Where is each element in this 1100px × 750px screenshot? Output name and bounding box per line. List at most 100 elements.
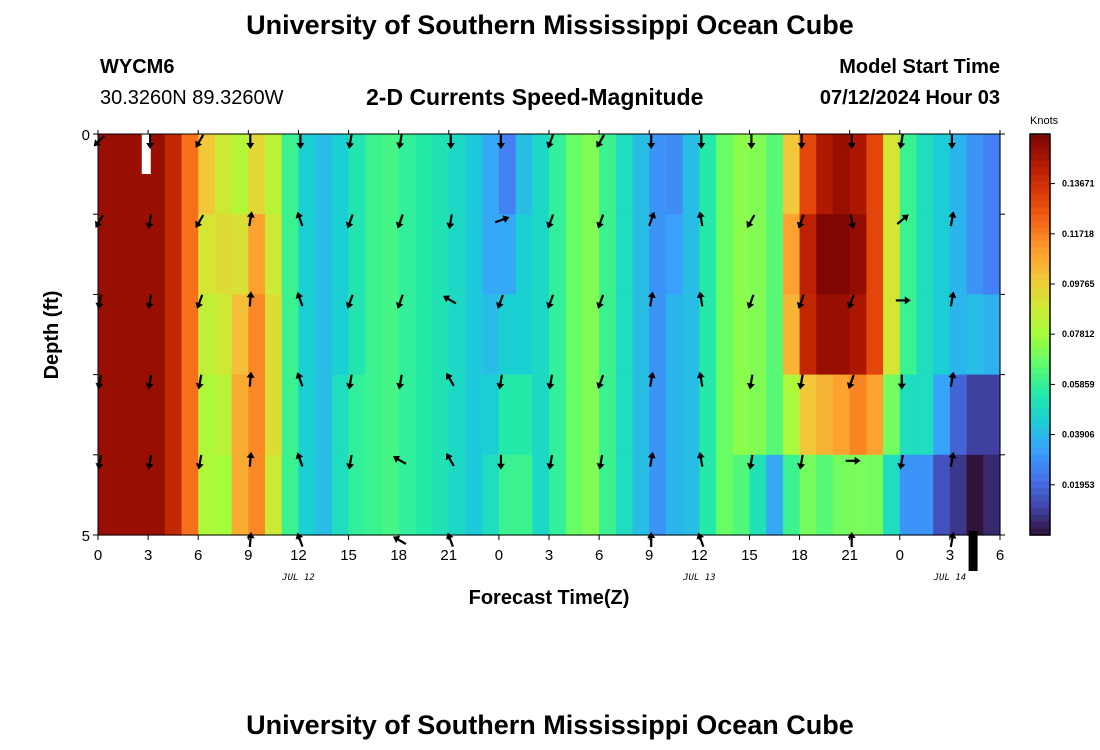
heatmap-cell [482,454,500,536]
current-arrow [797,374,806,390]
heatmap-cell [348,454,366,536]
current-arrow [195,454,204,470]
heatmap-cell [114,374,132,456]
x-tick-label: 6 [996,547,1004,564]
heatmap-cell [749,294,767,376]
y-tick-label: 0 [82,127,90,144]
current-arrow [195,134,205,148]
arrow-head [746,382,755,390]
heatmap-cell [665,134,684,215]
heatmap-cell [532,214,550,295]
heatmap-cell [348,214,366,295]
heatmap-cell [214,374,233,456]
current-arrow [596,454,605,470]
colorbar-segment [1030,287,1050,295]
current-arrow [948,371,957,387]
heatmap-cell [716,134,734,215]
current-arrow [295,372,304,387]
arrow-head [546,301,554,309]
heatmap-cell [515,214,533,295]
heatmap-cell [114,294,132,376]
heatmap-cell [883,134,901,215]
colorbar-segment [1030,341,1050,349]
current-arrow [897,454,906,470]
arrow-head [246,291,255,298]
heatmap-cell [315,214,333,295]
colorbar-segment [1030,140,1050,148]
heatmap-cell [582,294,600,376]
y-axis-title: Depth (ft) [41,291,63,380]
arrow-head [546,463,555,470]
arrow-head [295,291,304,299]
current-arrow [246,134,255,149]
arrow-head [897,463,906,470]
heatmap-cell [315,134,333,215]
current-arrow [847,134,856,149]
heatmap-cell [949,134,968,215]
current-arrow [648,211,656,227]
heatmap-cell [933,214,951,295]
arrow-head [496,143,505,149]
heatmap-cell [131,454,149,536]
colorbar-segment [1030,441,1050,449]
current-arrow [896,214,909,225]
heatmap-cell [365,294,383,376]
heatmap-cell [816,454,834,536]
current-arrow [848,214,857,230]
heatmap-cell [699,374,717,456]
heatmap-cell [782,294,801,376]
heatmap-cell [515,294,533,376]
arrow-head [796,301,805,309]
arrow-head [948,451,957,459]
x-tick-label: 18 [791,547,808,564]
heatmap-cell [148,374,166,456]
current-arrow [948,451,957,467]
x-tick-label: 6 [194,547,202,564]
heatmap-cell [632,214,650,295]
arrow-head [846,382,855,390]
colorbar-segment [1030,247,1050,255]
colorbar-segment [1030,461,1050,469]
heatmap-cell [849,214,867,295]
heatmap-cell [549,214,567,295]
colorbar-segment [1030,200,1050,209]
heatmap-cell [498,134,517,215]
heatmap-cell [682,294,700,376]
heatmap-cell [599,134,617,215]
colorbar-segment [1030,494,1050,503]
heatmap-cell [398,294,416,376]
heatmap-cell [749,214,767,295]
current-arrow [796,294,805,309]
arrow-head [897,142,906,149]
current-arrow [596,294,605,309]
arrow-head [948,211,957,218]
arrow-head [546,141,554,149]
model-start-label: Model Start Time [839,56,1000,78]
heatmap-cell [615,374,634,456]
colorbar-units: Knots [1030,115,1059,127]
heatmap-cell [649,214,667,295]
colorbar-segment [1030,274,1050,282]
heatmap-cell [549,134,567,215]
heatmap-cell [331,454,350,536]
current-arrow [696,211,705,227]
heatmap-cell [231,374,249,456]
arrow-head [797,463,806,470]
heatmap-cell [265,374,283,456]
colorbar-segment [1030,301,1050,309]
heatmap-cell [298,214,316,295]
heatmap-cell [448,214,467,295]
heatmap-cell [398,214,416,295]
arrow-head [596,140,604,148]
heatmap-cell [298,374,316,456]
heatmap-cell [983,134,1001,215]
arrow-head [496,301,504,309]
current-arrow [647,451,656,467]
arrow-head [797,382,806,390]
current-arrow [596,214,605,229]
arrow-head [296,143,305,149]
heatmap-cell [599,294,617,376]
heatmap-cell [315,454,333,536]
heatmap-cell [164,454,183,536]
colorbar-segment [1030,327,1050,336]
